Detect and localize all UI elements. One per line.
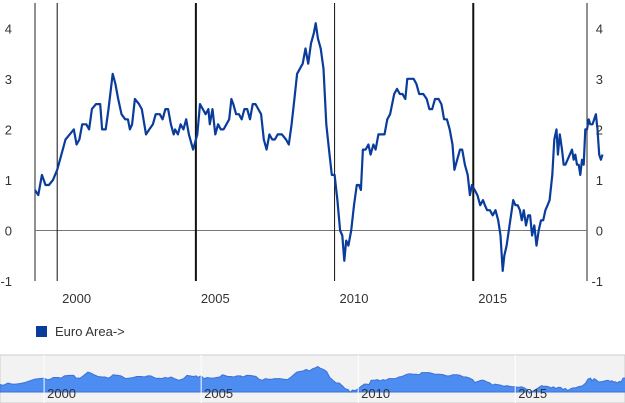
y-tick-left: 4 [5,21,12,36]
y-tick-right: 4 [596,21,603,36]
legend-swatch [36,326,47,337]
series-line-euro-area [34,22,604,272]
y-tick-left: 1 [5,173,12,188]
navigator-tick-label: 2015 [518,386,547,401]
navigator-tick-label: 2005 [204,386,233,401]
y-tick-right: 3 [596,72,603,87]
legend[interactable]: Euro Area-> [36,324,125,339]
y-tick-right: -1 [591,274,603,289]
y-axis-left: 4 3 2 1 0 -1 [0,21,12,289]
x-tick-label: 2000 [62,291,91,306]
y-tick-left: 0 [5,223,12,238]
y-tick-left: 2 [5,122,12,137]
plot-frame [34,3,588,281]
navigator[interactable]: 2000 2005 2010 2015 [0,354,625,403]
y-tick-right: 0 [596,223,603,238]
navigator-tick-label: 2010 [361,386,390,401]
y-tick-right: 2 [596,122,603,137]
x-tick-label: 2010 [340,291,369,306]
y-tick-right: 1 [596,173,603,188]
y-tick-left: -1 [0,274,12,289]
x-tick-label: 2005 [201,291,230,306]
x-tick-label: 2015 [478,291,507,306]
navigator-area [0,366,625,395]
series [34,22,604,272]
x-axis: 2000 2005 2010 2015 [62,291,507,306]
legend-label[interactable]: Euro Area-> [55,324,125,339]
y-tick-left: 3 [5,72,12,87]
navigator-tick-label: 2000 [47,386,76,401]
y-axis-right: 4 3 2 1 0 -1 [591,21,603,289]
